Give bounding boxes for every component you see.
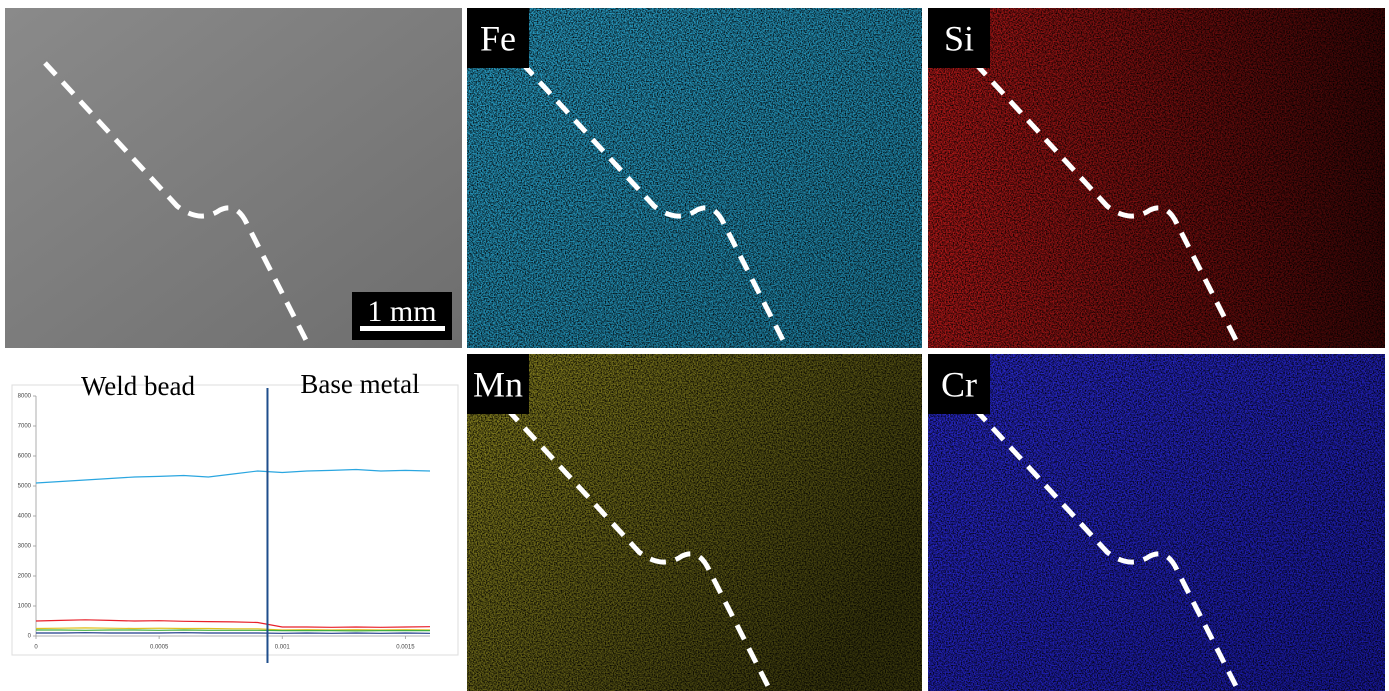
x-tick-label: 0.001 (275, 645, 291, 651)
y-tick-label: 4000 (18, 514, 32, 520)
panel-label: Fe (480, 18, 516, 58)
annotation: Weld bead (81, 371, 196, 401)
y-tick-label: 5000 (18, 484, 32, 490)
figure: 1 mm FeSiMnCr 01000200030004000500060007… (0, 0, 1389, 691)
sem-image: 1 mm (5, 8, 462, 348)
y-tick-label: 1000 (18, 604, 32, 610)
chart-frame (12, 385, 458, 655)
y-tick-label: 8000 (18, 394, 32, 400)
line-series (36, 630, 430, 631)
si-map (928, 8, 1385, 348)
mn-map (467, 354, 922, 691)
annotation: Base metal (300, 369, 419, 399)
scale-bar (360, 326, 445, 331)
panel-label: Mn (473, 364, 523, 404)
x-tick-label: 0.0015 (396, 645, 415, 651)
y-tick-label: 3000 (18, 544, 32, 550)
x-tick-label: 0.0005 (150, 645, 169, 651)
fe-map (467, 8, 922, 348)
y-tick-label: 6000 (18, 454, 32, 460)
panel-label: Cr (941, 364, 977, 404)
y-tick-label: 2000 (18, 574, 32, 580)
y-tick-label: 7000 (18, 424, 32, 430)
panel-label: Si (944, 18, 974, 58)
cr-map (928, 354, 1385, 691)
line-series (36, 633, 430, 634)
scale-bar-label: 1 mm (367, 295, 436, 328)
